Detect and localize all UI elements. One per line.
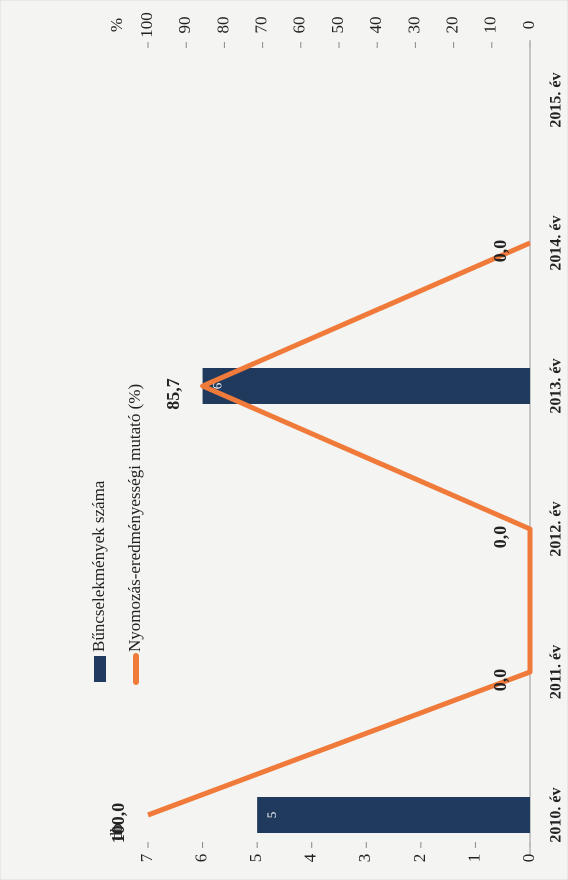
x-tick-label: 2013. év — [548, 358, 565, 413]
legend-swatch — [94, 656, 106, 682]
x-tick-label: 2015. év — [548, 72, 565, 127]
y2-tick-label: 50 — [328, 17, 347, 34]
x-tick-label: 2010. év — [548, 787, 565, 842]
legend-label: Nyomozás-eredményességi mutató (%) — [125, 384, 144, 652]
y2-tick-label: 100 — [137, 12, 156, 38]
bar — [202, 368, 530, 404]
bar — [257, 797, 530, 833]
bar-label: 6 — [210, 382, 225, 389]
y-axis-title: db — [107, 824, 126, 841]
y-tick-label: 6 — [191, 854, 210, 863]
data-label: 0,0 — [490, 669, 510, 692]
y2-tick-label: 30 — [404, 17, 423, 34]
y-tick-label: 7 — [137, 853, 156, 862]
y-tick-label: 4 — [301, 853, 320, 862]
data-label: 100,0 — [108, 803, 128, 844]
data-label: 85,7 — [163, 378, 183, 410]
y2-tick-label: 10 — [481, 17, 500, 34]
y2-tick-label: 70 — [252, 17, 271, 34]
y-tick-label: 2 — [410, 854, 429, 863]
y2-tick-label: 80 — [213, 17, 232, 34]
y2-tick-label: 90 — [175, 17, 194, 34]
y-tick-label: 3 — [355, 854, 374, 863]
data-label: 0,0 — [490, 240, 510, 263]
y2-tick-label: 20 — [443, 17, 462, 34]
x-tick-label: 2012. év — [548, 501, 565, 556]
y-tick-label: 5 — [246, 854, 265, 863]
legend-label: Bűncselekmények száma — [89, 480, 108, 652]
y2-axis-title: % — [107, 18, 126, 32]
line — [147, 240, 533, 818]
data-label: 0,0 — [490, 526, 510, 549]
y2-tick-label: 60 — [290, 17, 309, 34]
bar-label: 5 — [264, 812, 279, 819]
y-tick-label: 0 — [519, 854, 538, 863]
y2-tick-label: 40 — [366, 17, 385, 34]
x-tick-label: 2014. év — [548, 215, 565, 270]
x-tick-label: 2011. év — [548, 645, 565, 699]
y-tick-label: 1 — [464, 854, 483, 863]
y2-tick-label: 0 — [519, 21, 538, 30]
